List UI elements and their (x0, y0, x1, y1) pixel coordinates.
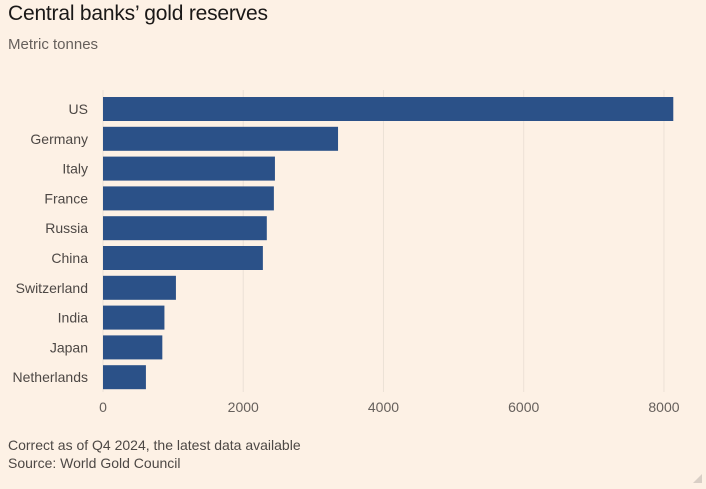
bar (103, 335, 163, 360)
category-label: France (44, 190, 88, 206)
bar (103, 365, 146, 390)
category-label: Germany (30, 131, 88, 147)
chart-subtitle: Metric tonnes (8, 36, 99, 53)
category-label: US (69, 101, 88, 117)
bar-chart: 0 2000 4000 6000 8000 US Germany Italy France Rus… (13, 90, 680, 415)
bar (103, 186, 274, 211)
category-label: Japan (50, 339, 88, 355)
category-label: Russia (45, 220, 88, 236)
category-label: China (51, 250, 88, 266)
resize-handle-icon (693, 474, 702, 483)
bar (103, 305, 165, 330)
source-credit: Source: World Gold Council (8, 455, 181, 471)
data-note: Correct as of Q4 2024, the latest data a… (8, 437, 301, 453)
x-tick-label: 2000 (228, 399, 259, 415)
bar (103, 216, 267, 241)
category-label: Netherlands (13, 369, 89, 385)
footnote: Correct as of Q4 2024, the latest data a… (8, 436, 301, 472)
category-label: Italy (62, 161, 88, 177)
x-tick-label: 4000 (368, 399, 399, 415)
x-tick-label: 0 (99, 399, 107, 415)
category-label: India (58, 310, 89, 326)
bar (103, 246, 263, 270)
category-label: Switzerland (16, 280, 88, 296)
bar (103, 97, 674, 121)
x-tick-label: 6000 (508, 399, 539, 415)
x-tick-label: 8000 (648, 399, 679, 415)
bar (103, 126, 339, 151)
bar (103, 275, 176, 300)
bar (103, 156, 275, 181)
chart-title: Central banks’ gold reserves (8, 2, 268, 25)
